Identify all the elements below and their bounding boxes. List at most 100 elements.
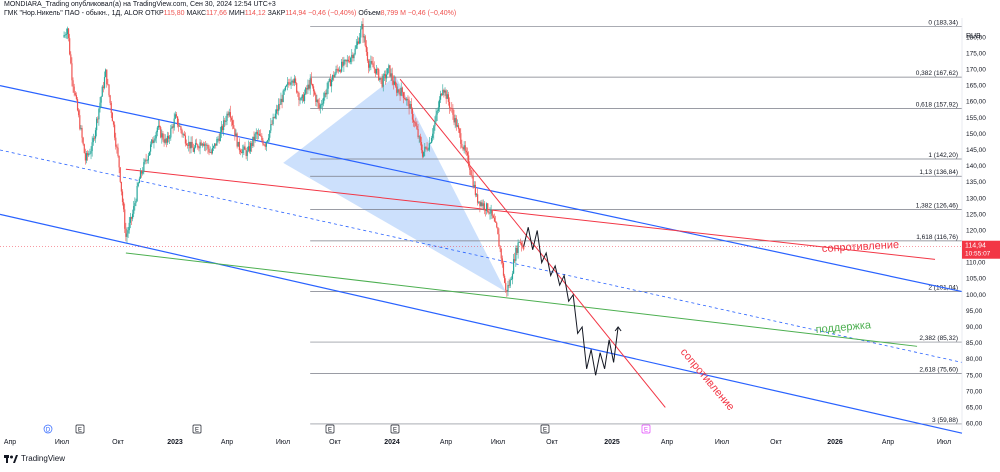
candle-body [302, 94, 305, 102]
candle-body [158, 125, 161, 128]
candle-body [400, 87, 402, 96]
candle-body [399, 91, 401, 96]
candle-body [278, 104, 280, 111]
annotation-support: поддержка [815, 319, 872, 336]
candle-body [237, 141, 239, 147]
candle-body [64, 34, 66, 36]
event-marker-icon [192, 424, 202, 434]
candle-body [481, 202, 483, 207]
candle-body [228, 112, 230, 116]
candle-body [510, 279, 512, 281]
candle-body [92, 137, 94, 143]
x-tick-label: Июл [715, 439, 729, 446]
candle-body [242, 149, 244, 154]
candle-body [347, 59, 349, 62]
candle-body [305, 87, 307, 94]
candle-body [202, 143, 205, 146]
annotation-resistance-upper: сопротивление [822, 239, 900, 255]
candle-body [301, 94, 303, 99]
candle-body [390, 73, 392, 77]
candle-body [151, 139, 153, 145]
x-tick-label: 2026 [827, 439, 843, 446]
candle-body [339, 70, 342, 72]
candle-body [83, 144, 85, 154]
candle-body [410, 104, 412, 109]
event-marker-icon [540, 424, 550, 434]
candle-body [129, 217, 131, 223]
candle-body [111, 112, 113, 122]
candle-body [423, 151, 425, 157]
candle-body [477, 194, 479, 203]
candle-body [139, 171, 142, 179]
symbol-name[interactable]: ГМК "Нор.Никель" ПАО - обыкн., 1Д, ALOR [4, 10, 144, 17]
candle-body [519, 241, 521, 243]
candle-body [328, 78, 330, 82]
y-tick-label: 105,00 [966, 276, 986, 283]
candle-body [486, 203, 488, 211]
candle-body [246, 150, 248, 156]
candle-body [160, 127, 162, 138]
candle-body [223, 120, 225, 131]
candle-body [166, 135, 169, 143]
candle-body [427, 149, 429, 151]
candle-body [372, 63, 374, 68]
candle-body [297, 92, 299, 94]
candle-body [444, 90, 446, 93]
candle-body [455, 118, 457, 127]
candle-body [264, 144, 266, 147]
candle-body [396, 86, 398, 93]
candle-body [71, 63, 73, 81]
support-green-line [125, 252, 918, 347]
x-tick-label: 2023 [167, 439, 183, 446]
volume-change: −0,46 (−0,40%) [407, 10, 457, 17]
candle-body [209, 151, 211, 153]
y-tick-label: 80,00 [966, 356, 983, 363]
candle-body [183, 134, 185, 136]
candle-body [466, 152, 469, 156]
candle-body [179, 126, 181, 127]
candle-body [191, 141, 193, 148]
tradingview-brand[interactable]: TradingView [21, 454, 66, 463]
y-tick-label: 155,00 [966, 115, 986, 122]
y-tick-label: 95,00 [966, 308, 983, 315]
candle-body [275, 109, 278, 114]
candle-body [121, 191, 124, 203]
candle-body [216, 138, 218, 146]
candle-body [326, 88, 328, 95]
candle-body [196, 143, 198, 145]
candle-body [508, 284, 510, 286]
candle-body [244, 146, 246, 150]
event-marker-label: E [78, 428, 82, 434]
x-tick-label: Окт [546, 439, 559, 446]
candle-body [342, 61, 344, 66]
event-marker-label: D [46, 428, 51, 434]
candle-body [418, 136, 420, 138]
x-tick-label: Окт [329, 439, 342, 446]
candle-body [272, 117, 274, 125]
candle-body [103, 77, 106, 88]
candle-body [415, 122, 417, 126]
y-tick-label: 100,00 [966, 292, 986, 299]
candle-body [153, 140, 155, 143]
candle-body [175, 114, 178, 117]
event-marker-label: E [543, 428, 547, 434]
candle-body [496, 222, 498, 228]
candle-body [117, 147, 119, 156]
y-tick-label: 165,00 [966, 83, 986, 90]
candle-body [381, 78, 383, 87]
candle-body [98, 108, 100, 120]
candle-body [169, 137, 171, 139]
candle-body [172, 126, 174, 128]
candle-body [514, 259, 516, 261]
fib-label-1: 0,382 (167,62) [916, 70, 958, 77]
channel-lower-line [0, 213, 963, 434]
candle-body [354, 48, 356, 55]
candle-body [327, 81, 329, 89]
candle-body [359, 37, 361, 44]
candle-body [262, 140, 264, 145]
x-tick-label: Апр [882, 439, 894, 446]
candle-body [88, 153, 90, 156]
candle-body [263, 144, 265, 146]
